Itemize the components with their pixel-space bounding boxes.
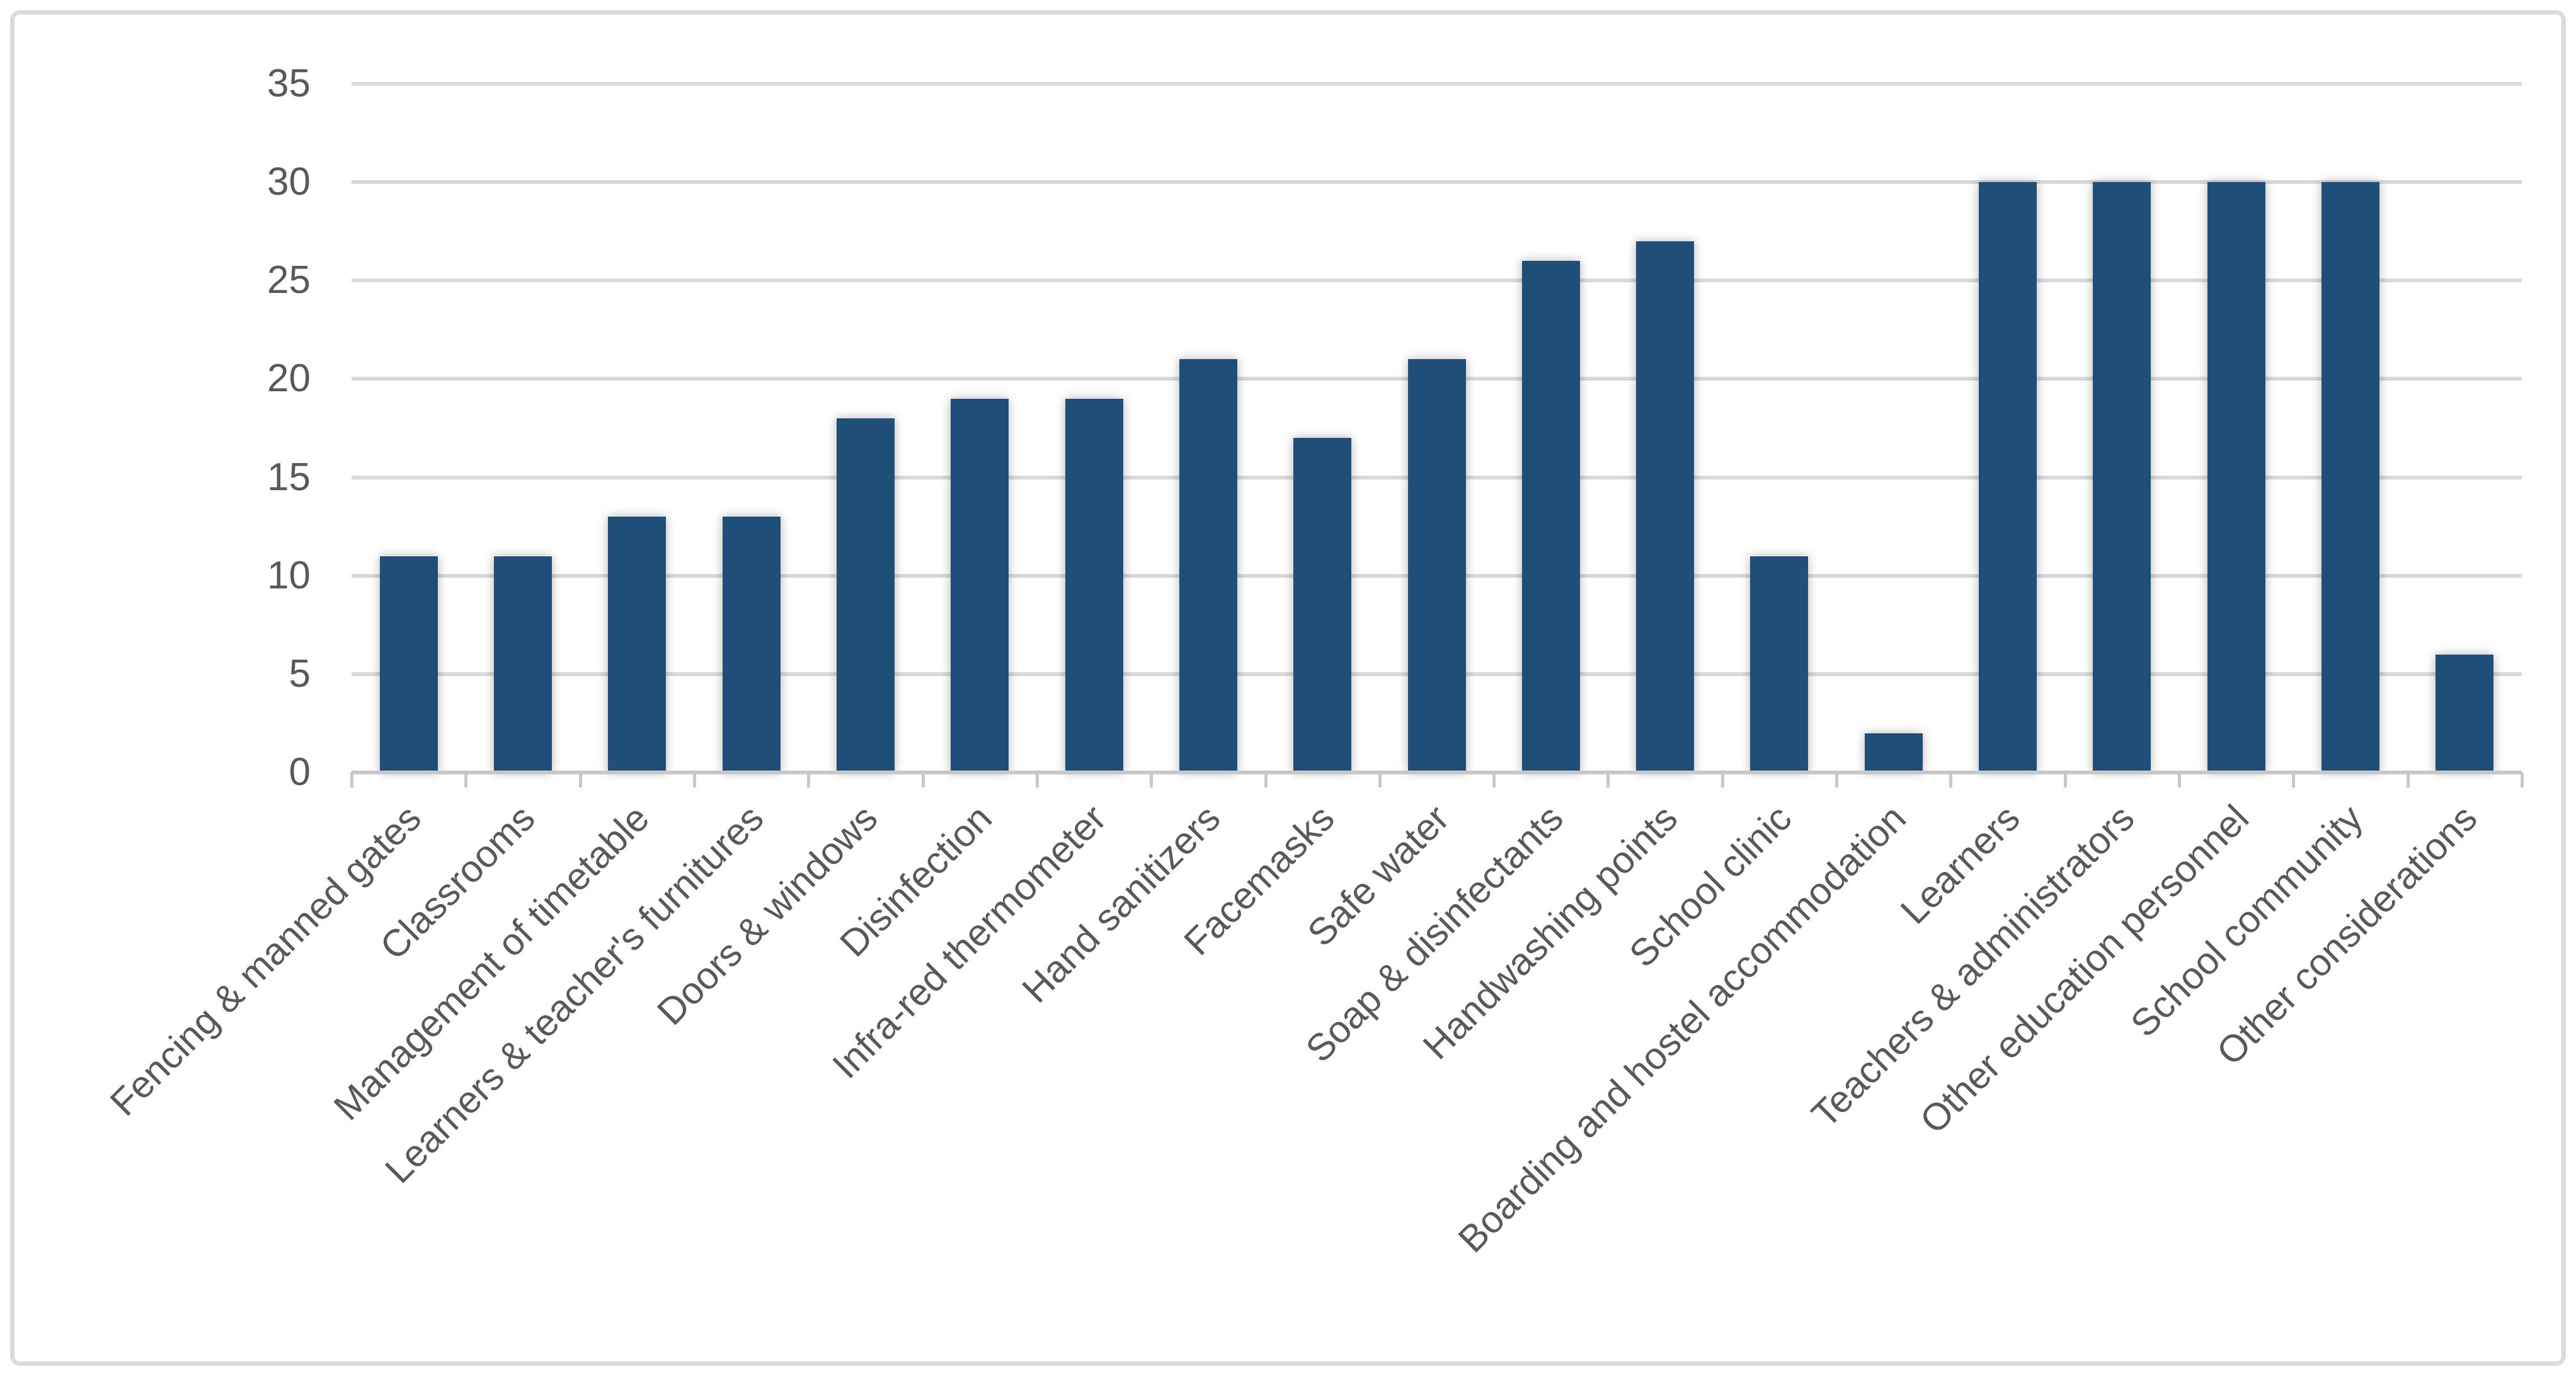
bar [2207,182,2265,772]
y-axis-label: 30 [267,160,311,204]
bar [1636,241,1695,772]
bar [836,418,895,772]
x-axis-tick [1492,772,1496,788]
x-axis-tick [1835,772,1839,788]
bar [1864,733,1923,772]
x-axis-tick [1378,772,1382,788]
x-axis-tick [350,772,353,788]
plot-area [350,82,2524,788]
gridline [352,82,2522,86]
y-axis-label: 20 [267,357,311,401]
x-axis-tick [2521,772,2524,788]
x-axis-tick [2406,772,2410,788]
x-axis-tick [578,772,582,788]
bar [1750,556,1809,772]
x-axis-line [352,771,2522,774]
x-axis-tick [1949,772,1953,788]
x-axis-tick [1606,772,1610,788]
x-axis-label: Doors & windows [649,796,886,1033]
x-axis-tick [2063,772,2067,788]
y-axis-label: 10 [267,553,311,597]
bar [1065,398,1123,772]
bar [1979,182,2037,772]
bar [2321,182,2380,772]
gridline [352,180,2522,185]
x-axis-tick [2292,772,2296,788]
bar [493,556,552,772]
x-axis-tick [921,772,925,788]
x-axis-tick [692,772,696,788]
bar [2436,654,2494,772]
x-axis-tick [464,772,468,788]
y-axis-label: 25 [267,258,311,302]
x-axis-tick [1035,772,1039,788]
y-axis-label: 35 [267,62,311,105]
bar [1407,359,1466,772]
x-axis-tick [2178,772,2182,788]
x-axis-tick [1150,772,1153,788]
bar [951,398,1009,772]
y-axis-label: 5 [289,651,311,696]
x-axis-tick [1720,772,1724,788]
bar [1293,438,1352,772]
y-axis-label: 0 [289,750,311,794]
y-axis-label: 15 [267,455,311,499]
gridline [352,278,2522,283]
x-axis-label: Hand sanitizers [1014,796,1228,1011]
bar [1179,359,1237,772]
bar [379,556,438,772]
bar [1521,261,1580,772]
chart-frame: 0 5 10 15 20 25 30 35 Fencing & manned gates Cla… [10,10,2566,1366]
bar [722,517,781,772]
x-axis-tick [807,772,811,788]
bar [2093,182,2151,772]
x-axis-tick [1264,772,1268,788]
bar [608,517,667,772]
